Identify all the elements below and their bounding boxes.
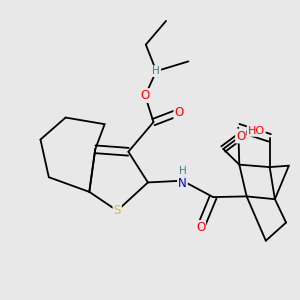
- Text: O: O: [140, 89, 150, 102]
- Text: O: O: [236, 130, 245, 142]
- Text: S: S: [113, 204, 121, 217]
- Text: O: O: [174, 106, 184, 119]
- Text: H: H: [178, 166, 186, 176]
- Text: O: O: [196, 221, 205, 234]
- Text: H: H: [152, 66, 160, 76]
- Text: H: H: [178, 176, 186, 186]
- Text: HO: HO: [248, 126, 265, 136]
- Text: N: N: [178, 177, 187, 190]
